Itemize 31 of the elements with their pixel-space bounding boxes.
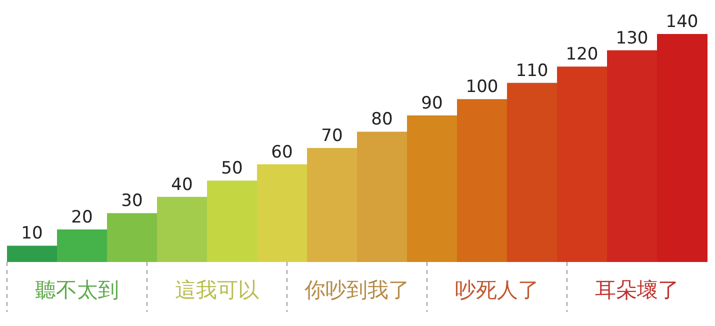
data-label: 10 xyxy=(21,224,43,244)
data-label: 120 xyxy=(566,44,598,65)
text: 聽不太到 xyxy=(35,278,119,302)
bar xyxy=(507,82,558,262)
text: 這我可以 xyxy=(175,278,259,302)
data-label: 70 xyxy=(321,126,343,146)
data-label: 90 xyxy=(421,93,443,114)
text: 吵死人了 xyxy=(455,278,539,302)
bar xyxy=(207,180,258,262)
bar xyxy=(7,246,58,262)
text: 你吵到我了 xyxy=(304,278,410,302)
data-label: 20 xyxy=(71,207,93,228)
bar xyxy=(457,99,508,262)
data-label: 140 xyxy=(666,12,698,32)
data-label: 100 xyxy=(466,77,498,98)
bar xyxy=(57,229,108,262)
data-label: 110 xyxy=(516,60,548,81)
bar xyxy=(257,164,308,262)
data-label: 30 xyxy=(121,191,143,212)
text: 耳朵壞了 xyxy=(595,278,679,302)
data-label: 80 xyxy=(371,110,393,130)
bar xyxy=(107,213,158,262)
data-label: 60 xyxy=(271,142,293,162)
data-label: 130 xyxy=(616,28,648,48)
data-label: 40 xyxy=(171,174,193,195)
bar xyxy=(157,196,208,262)
bar xyxy=(557,66,608,262)
bar xyxy=(307,148,358,262)
data-label: 50 xyxy=(221,158,243,179)
bar xyxy=(357,132,408,262)
bar xyxy=(407,115,458,262)
